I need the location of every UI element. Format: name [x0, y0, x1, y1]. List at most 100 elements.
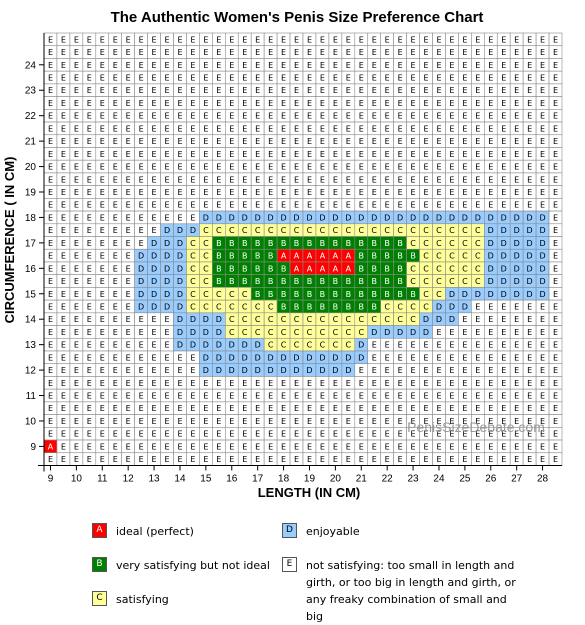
heatmap-cell: E [535, 350, 550, 365]
heatmap-cell: E [121, 299, 135, 314]
heatmap-cell: E [56, 45, 71, 59]
heatmap-cell: E [199, 376, 213, 390]
heatmap-cell: E [509, 299, 524, 314]
svg-text:E: E [372, 455, 377, 464]
svg-text:D: D [177, 277, 183, 286]
svg-text:E: E [449, 61, 454, 70]
svg-text:E: E [190, 112, 195, 121]
svg-text:E: E [501, 341, 506, 350]
svg-text:D: D [539, 264, 545, 273]
heatmap-cell: C [186, 236, 200, 250]
heatmap-cell: C [237, 325, 252, 339]
heatmap-cell: E [56, 261, 71, 275]
heatmap-cell: B [367, 299, 381, 314]
heatmap-cell: E [496, 401, 511, 415]
svg-text:B: B [346, 277, 352, 286]
heatmap-cell: B [367, 287, 381, 301]
svg-text:D: D [164, 302, 170, 311]
heatmap-cell: D [483, 248, 498, 263]
heatmap-cell: D [289, 363, 304, 377]
svg-text:E: E [229, 137, 234, 146]
heatmap-cell: E [483, 401, 498, 415]
heatmap-cell: E [548, 350, 563, 365]
svg-text:E: E [307, 417, 312, 426]
svg-text:D: D [358, 213, 364, 222]
svg-text:E: E [139, 163, 144, 172]
heatmap-cell: E [393, 198, 407, 212]
heatmap-cell: E [186, 376, 200, 390]
svg-text:E: E [281, 35, 286, 44]
heatmap-cell: E [121, 96, 135, 110]
heatmap-cell: E [535, 299, 550, 314]
heatmap-cell: E [548, 363, 563, 377]
svg-text:E: E [177, 353, 182, 362]
svg-text:B: B [371, 239, 377, 248]
heatmap-cell: B [225, 248, 239, 263]
heatmap-cell: D [212, 363, 226, 377]
svg-text:E: E [74, 430, 79, 439]
heatmap-cell: E [69, 223, 84, 237]
svg-text:E: E [113, 442, 118, 451]
svg-text:E: E [113, 315, 118, 324]
heatmap-cell: E [147, 210, 161, 225]
svg-text:E: E [514, 201, 519, 210]
heatmap-cell: E [237, 159, 252, 174]
svg-text:E: E [527, 188, 532, 197]
heatmap-cell: E [237, 401, 252, 415]
heatmap-cell: E [535, 185, 550, 199]
heatmap-cell: E [199, 388, 213, 403]
heatmap-cell: E [160, 363, 174, 377]
svg-text:E: E [385, 417, 390, 426]
heatmap-cell: E [212, 83, 226, 97]
heatmap-cell: E [419, 185, 433, 199]
svg-text:E: E [100, 48, 105, 57]
svg-text:E: E [100, 213, 105, 222]
heatmap-cell: E [95, 70, 110, 85]
svg-text:E: E [475, 99, 480, 108]
svg-text:E: E [74, 264, 79, 273]
heatmap-cell: E [186, 147, 200, 161]
heatmap-cell: D [147, 274, 161, 288]
heatmap-cell: E [108, 325, 122, 339]
heatmap-cell: B [367, 261, 381, 275]
svg-text:D: D [514, 290, 520, 299]
heatmap-cell: E [225, 401, 239, 415]
heatmap-cell: E [315, 58, 330, 72]
heatmap-cell: C [263, 223, 278, 237]
svg-text:E: E [139, 226, 144, 235]
heatmap-cell: E [212, 401, 226, 415]
heatmap-cell: E [341, 414, 356, 428]
svg-text:E: E [255, 137, 260, 146]
svg-text:E: E [177, 379, 182, 388]
svg-text:E: E [177, 112, 182, 121]
svg-text:B: B [307, 277, 313, 286]
heatmap-cell: C [315, 223, 330, 237]
svg-text:E: E [74, 290, 79, 299]
svg-text:E: E [411, 442, 416, 451]
heatmap-cell: E [302, 58, 317, 72]
heatmap-cell: D [432, 210, 446, 225]
svg-text:E: E [398, 442, 403, 451]
svg-text:E: E [48, 150, 53, 159]
heatmap-cell: E [43, 58, 58, 72]
heatmap-cell: E [535, 32, 550, 47]
heatmap-cell: D [354, 337, 369, 352]
heatmap-cell: E [509, 32, 524, 47]
svg-text:C: C [203, 290, 209, 299]
heatmap-cell: D [445, 287, 459, 301]
heatmap-cell: E [496, 350, 511, 365]
svg-text:E: E [398, 99, 403, 108]
heatmap-cell: E [82, 337, 97, 352]
svg-text:B: B [384, 252, 390, 261]
svg-text:E: E [449, 124, 454, 133]
svg-text:B: B [255, 239, 261, 248]
heatmap-cell: E [199, 121, 213, 136]
heatmap-cell: E [548, 427, 563, 441]
heatmap-cell: E [522, 134, 537, 148]
svg-text:E: E [164, 124, 169, 133]
svg-text:E: E [501, 124, 506, 133]
heatmap-cell: C [471, 223, 485, 237]
heatmap-cell: E [471, 325, 485, 339]
svg-text:E: E [294, 35, 299, 44]
heatmap-cell: E [108, 439, 122, 454]
